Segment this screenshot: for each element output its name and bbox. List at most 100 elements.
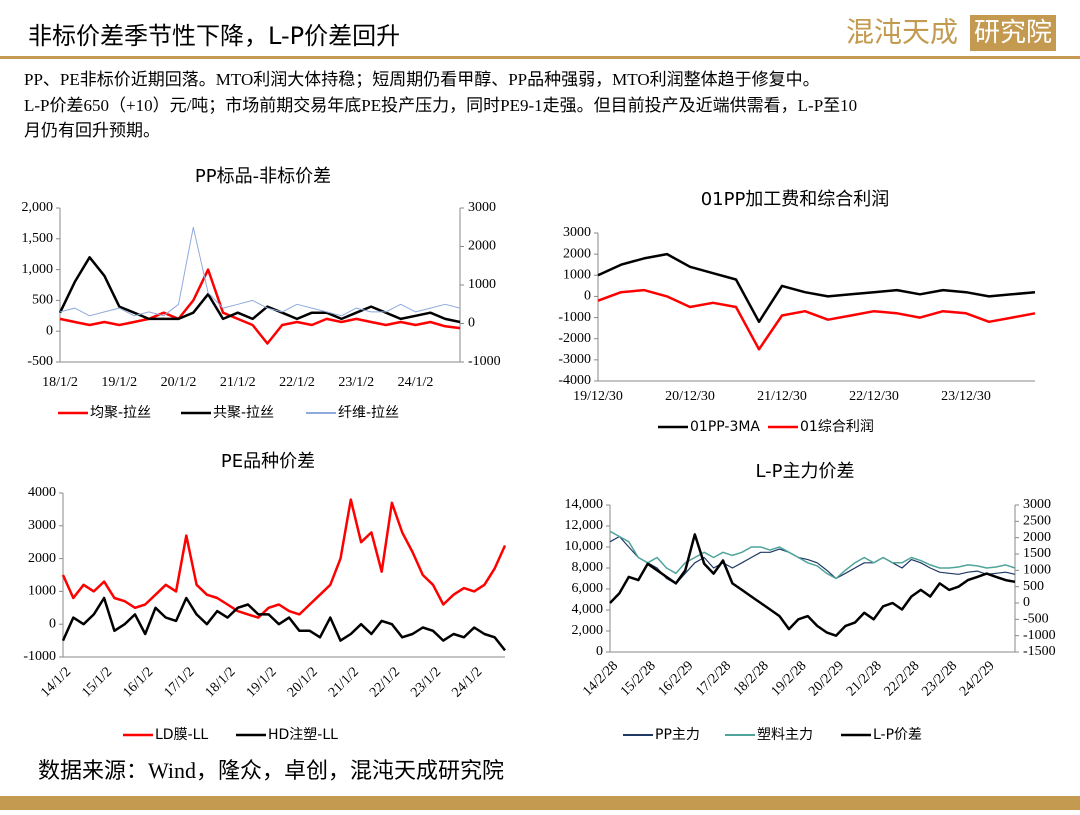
- y-tick-label: 4,000: [572, 602, 604, 617]
- x-tick-label: 21/1/2: [326, 664, 362, 700]
- y2-tick-label: 1500: [1023, 546, 1051, 561]
- y-tick-label: 4000: [28, 485, 56, 500]
- y-tick-label: 0: [584, 289, 591, 304]
- y2-tick-label: 2000: [1023, 530, 1051, 545]
- legend-label: L-P价差: [873, 727, 922, 743]
- series-line: [59, 226, 461, 317]
- legend-label: LD膜-LL: [155, 727, 208, 743]
- x-tick-label: 19/1/2: [244, 664, 280, 700]
- x-tick-label: 18/1/2: [203, 664, 239, 700]
- x-tick-label: 22/12/30: [849, 389, 899, 404]
- y2-tick-label: 1000: [1023, 563, 1051, 578]
- logo-text: 混沌天成: [846, 16, 958, 49]
- chart-title: L-P主力价差: [755, 461, 854, 482]
- x-tick-label: 20/2/29: [806, 658, 847, 699]
- chart-title: PP标品-非标价差: [195, 166, 331, 187]
- slide-title: 非标价差季节性下降，L-P价差回升: [28, 22, 400, 50]
- y-tick-label: 0: [46, 323, 53, 338]
- legend-label: 共聚-拉丝: [213, 405, 274, 421]
- y2-tick-label: -1500: [1023, 644, 1056, 659]
- y-tick-label: -2000: [558, 331, 591, 346]
- series-line: [597, 288, 1036, 351]
- legend-label: 塑料主力: [757, 727, 813, 743]
- series-line: [609, 533, 1016, 637]
- x-tick-label: 17/1/2: [162, 664, 198, 700]
- x-tick-label: 16/2/29: [656, 658, 697, 699]
- y-tick-label: 10,000: [565, 539, 604, 554]
- y-tick-label: 2,000: [572, 623, 604, 638]
- series-line: [59, 268, 461, 345]
- y-tick-label: 2000: [28, 551, 56, 566]
- x-tick-label: 23/12/30: [941, 389, 991, 404]
- y-tick-label: 3000: [563, 225, 591, 240]
- legend-label: 纤维-拉丝: [338, 405, 399, 421]
- x-tick-label: 23/2/28: [919, 658, 960, 699]
- x-tick-label: 19/1/2: [101, 375, 137, 390]
- body-line: L-P价差650（+10）元/吨；市场前期交易年底PE投产压力，同时PE9-1走…: [24, 96, 857, 115]
- y2-tick-label: -1000: [1023, 628, 1056, 643]
- y2-tick-label: 500: [1023, 579, 1044, 594]
- x-tick-label: 18/1/2: [42, 375, 78, 390]
- y-tick-label: 500: [32, 293, 53, 308]
- series-line: [58, 256, 461, 324]
- y2-tick-label: 0: [468, 316, 475, 331]
- y-tick-label: 1000: [28, 584, 56, 599]
- y2-tick-label: 3000: [468, 200, 496, 215]
- y-tick-label: 14,000: [565, 497, 604, 512]
- x-tick-label: 15/2/28: [618, 658, 659, 699]
- y-tick-label: 1,000: [22, 262, 54, 277]
- body-line: PP、PE非标价近期回落。MTO利润大体持稳；短周期仍看甲醇、PP品种强弱，MT…: [24, 70, 820, 89]
- series-line: [61, 498, 507, 619]
- x-tick-label: 21/2/28: [844, 658, 885, 699]
- y-tick-label: -1000: [558, 310, 591, 325]
- x-tick-label: 20/1/2: [161, 375, 197, 390]
- legend-label: 01综合利润: [800, 419, 874, 435]
- y2-tick-label: 2000: [468, 239, 496, 254]
- y-tick-label: -500: [27, 354, 53, 369]
- x-tick-label: 15/1/2: [79, 664, 115, 700]
- x-tick-label: 22/2/28: [882, 658, 923, 699]
- series-line: [597, 252, 1036, 324]
- y-tick-label: -1000: [23, 649, 56, 664]
- y-tick-label: 0: [596, 644, 603, 659]
- y2-tick-label: -1000: [468, 354, 501, 369]
- y-tick-label: -3000: [558, 352, 591, 367]
- x-tick-label: 16/1/2: [120, 664, 156, 700]
- y2-tick-label: 2500: [1023, 514, 1051, 529]
- x-tick-label: 18/2/28: [731, 658, 772, 699]
- x-tick-label: 20/12/30: [665, 389, 715, 404]
- series-line: [61, 596, 506, 652]
- y2-tick-label: 1000: [468, 277, 496, 292]
- body-line: 月仍有回升预期。: [24, 121, 160, 140]
- legend-label: PP主力: [655, 727, 700, 743]
- legend-label: 01PP-3MA: [690, 419, 760, 435]
- y-tick-label: 1,500: [22, 231, 54, 246]
- y2-tick-label: 3000: [1023, 497, 1051, 512]
- header-rule: [0, 56, 1080, 59]
- y-tick-label: 0: [49, 616, 56, 631]
- series-line: [609, 530, 1016, 580]
- x-tick-label: 21/1/2: [220, 375, 256, 390]
- y-tick-label: 2,000: [22, 200, 54, 215]
- x-tick-label: 22/1/2: [279, 375, 315, 390]
- series-line: [609, 535, 1016, 585]
- logo-box: [970, 15, 1056, 51]
- source-note: 数据来源：Wind，隆众，卓创，混沌天成研究院: [38, 758, 504, 783]
- y2-tick-label: -500: [1023, 612, 1049, 627]
- x-tick-label: 23/1/2: [338, 375, 374, 390]
- legend-label: HD注塑-LL: [268, 727, 338, 743]
- footer-band: [0, 796, 1080, 810]
- x-tick-label: 14/2/28: [580, 658, 621, 699]
- x-tick-label: 23/1/2: [408, 664, 444, 700]
- x-tick-label: 20/1/2: [285, 664, 321, 700]
- y-tick-label: 12,000: [565, 518, 604, 533]
- x-tick-label: 22/1/2: [367, 664, 403, 700]
- y-tick-label: 1000: [563, 268, 591, 283]
- chart-title: PE品种价差: [221, 451, 315, 472]
- y-tick-label: 6,000: [572, 581, 604, 596]
- logo-box-text: 研究院: [974, 18, 1052, 48]
- x-tick-label: 17/2/28: [693, 658, 734, 699]
- y-tick-label: 2000: [563, 246, 591, 261]
- x-tick-label: 19/12/30: [573, 389, 623, 404]
